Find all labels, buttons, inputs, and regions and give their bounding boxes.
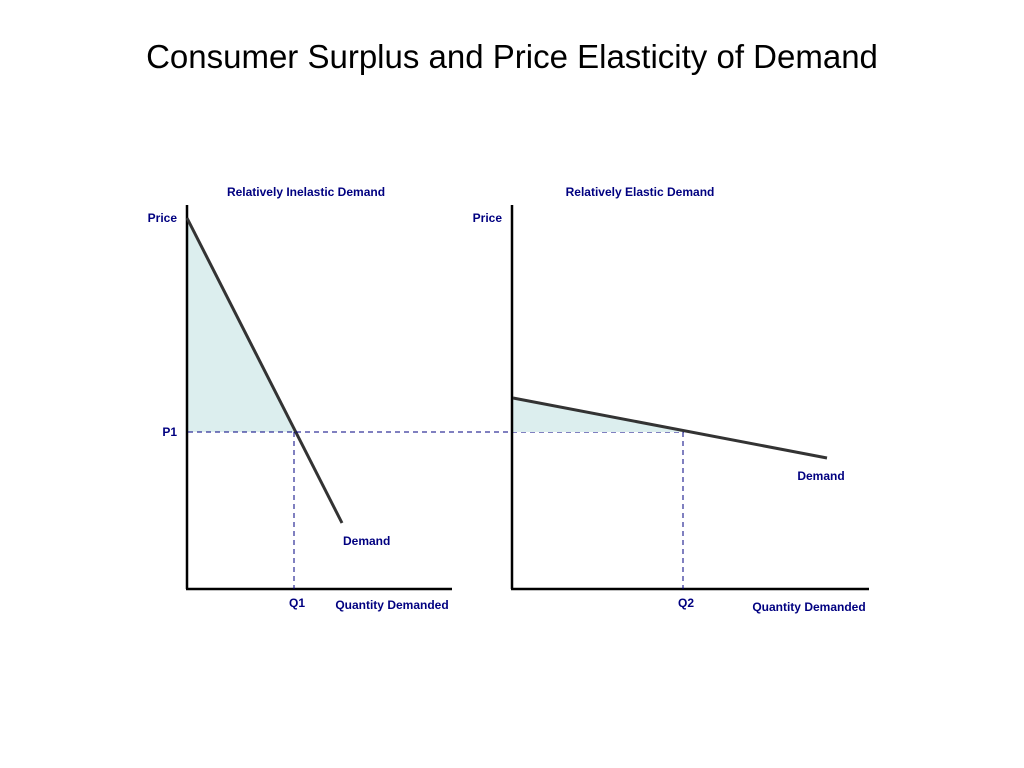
panel-heading-inelastic: Relatively Inelastic Demand xyxy=(227,185,385,199)
demand-curve-inelastic xyxy=(185,217,344,524)
demand-curve-elastic xyxy=(512,396,828,460)
panel-inelastic: Relatively Inelastic Demand Price P1 Dem… xyxy=(148,185,452,612)
price-axis-label-inelastic: Price xyxy=(148,211,178,225)
demand-label-inelastic: Demand xyxy=(343,534,390,548)
price-axis-label-elastic: Price xyxy=(473,211,503,225)
q2-label: Q2 xyxy=(678,596,694,610)
p1-label: P1 xyxy=(162,425,177,439)
quantity-axis-label-elastic: Quantity Demanded xyxy=(752,600,865,614)
quantity-axis-label-inelastic: Quantity Demanded xyxy=(335,598,448,612)
slide-title: Consumer Surplus and Price Elasticity of… xyxy=(146,38,878,75)
panel-heading-elastic: Relatively Elastic Demand xyxy=(566,185,715,199)
panel-elastic: Relatively Elastic Demand Price Demand Q… xyxy=(473,185,869,614)
q1-label: Q1 xyxy=(289,596,305,610)
demand-label-elastic: Demand xyxy=(797,469,844,483)
